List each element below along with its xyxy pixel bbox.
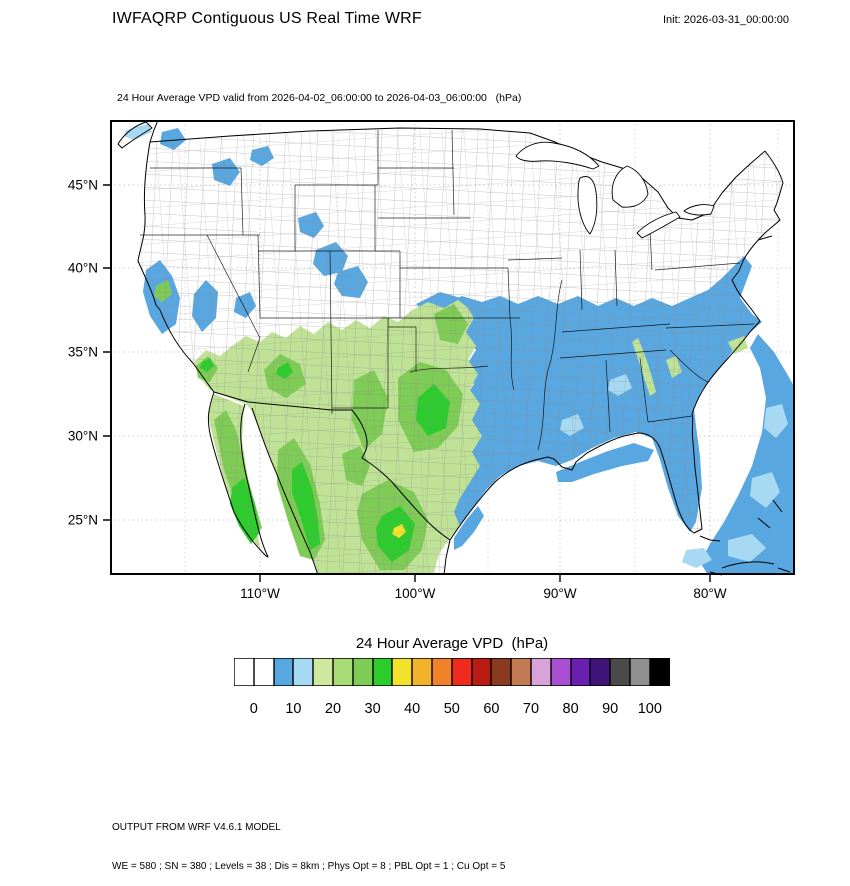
colorbar-box — [471, 658, 492, 686]
colorbar-box — [590, 658, 611, 686]
map-frame — [110, 120, 795, 575]
init-timestamp: Init: 2026-03-31_00:00:00 — [663, 14, 789, 26]
lat-label: 40°N — [67, 260, 98, 276]
lon-label: 80°W — [693, 586, 727, 601]
colorbar-tick-label: 10 — [285, 701, 302, 717]
colorbar-tick-label: 80 — [562, 701, 579, 717]
colorbar-box — [313, 658, 333, 686]
colorbar-box — [273, 658, 294, 686]
colorbar-tick-label: 60 — [483, 701, 500, 717]
county-texture — [138, 128, 783, 575]
islands — [709, 499, 791, 576]
axis-ticks — [103, 184, 711, 582]
colorbar-tick-label: 20 — [324, 701, 342, 717]
colorbar-box — [511, 658, 531, 686]
lat-label: 25°N — [67, 512, 98, 528]
colorbar-box — [570, 658, 591, 686]
colorbar-box — [392, 658, 413, 686]
colorbar-tick-label: 50 — [443, 701, 460, 717]
model-info-line2: WE = 580 ; SN = 380 ; Levels = 38 ; Dis … — [112, 861, 506, 872]
colorbar-box — [649, 658, 670, 686]
colorbar-box — [293, 658, 314, 686]
model-info: OUTPUT FROM WRF V4.6.1 MODEL WE = 580 ; … — [112, 795, 505, 886]
colorbar — [234, 658, 670, 686]
colorbar-tick-label: 70 — [522, 701, 540, 717]
wrf-plot-page: { "header": { "title": "IWFAQRP Contiguo… — [67, 10, 795, 872]
colorbar-tick-label: 0 — [249, 701, 258, 717]
colorbar-title: 24 Hour Average VPD (hPa) — [355, 635, 549, 652]
colorbar-box — [234, 658, 254, 686]
lon-label: 110°W — [240, 586, 280, 601]
colorbar-box — [332, 658, 353, 686]
map-plot — [103, 119, 795, 582]
colorbar-box — [491, 658, 512, 686]
colorbar-box — [352, 658, 373, 686]
colorbar-box — [412, 658, 432, 686]
state-borders — [140, 129, 755, 451]
colorbar-box — [550, 658, 571, 686]
lon-label: 90°W — [543, 586, 577, 601]
colorbar-tick-label: 40 — [404, 701, 421, 717]
map-subtitle: 24 Hour Average VPD valid from 2026-04-0… — [117, 92, 522, 104]
colorbar-box — [530, 658, 551, 686]
colorbar-tick-label: 30 — [364, 701, 381, 717]
great-lakes — [515, 141, 715, 239]
colorbar-box — [253, 658, 274, 686]
colorbar-box — [451, 658, 472, 686]
lat-label: 35°N — [67, 344, 98, 360]
colorbar-box — [431, 658, 452, 686]
lat-label: 30°N — [67, 428, 98, 444]
model-info-line1: OUTPUT FROM WRF V4.6.1 MODEL — [112, 822, 281, 833]
colorbar-tick-label: 100 — [637, 701, 662, 717]
page-title: IWFAQRP Contiguous US Real Time WRF — [112, 10, 422, 27]
coastline — [117, 119, 784, 576]
colorbar-box — [629, 658, 650, 686]
colorbar-tick-label: 90 — [602, 701, 619, 717]
lon-label: 100°W — [394, 586, 436, 601]
lat-label: 45°N — [67, 177, 98, 193]
colorbar-box — [372, 658, 393, 686]
colorbar-box — [610, 658, 630, 686]
